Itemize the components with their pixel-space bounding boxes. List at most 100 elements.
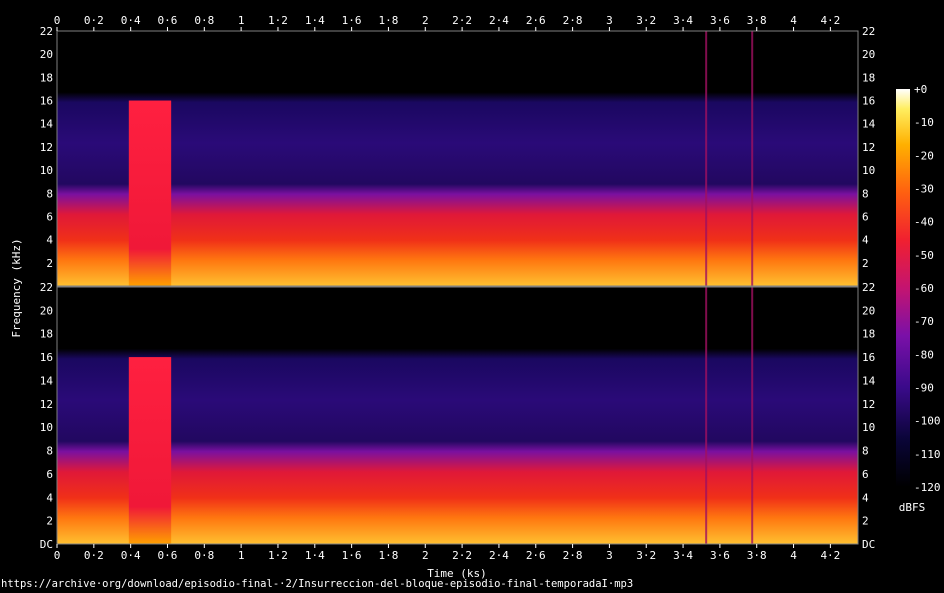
x-tick-label-bottom: 0·4 xyxy=(121,549,141,562)
colorbar-tick-label: +0 xyxy=(914,83,927,96)
x-tick-label-bottom: 3·4 xyxy=(673,549,693,562)
source-url: https://archive·org/download/episodio-fi… xyxy=(1,578,634,590)
y-tick-label-right: 10 xyxy=(862,164,875,177)
y-tick-label-left: 4 xyxy=(46,491,53,504)
colorbar-tick-label: -100 xyxy=(914,415,941,428)
x-tick-label-bottom: 3·6 xyxy=(710,549,730,562)
y-tick-label-left: 18 xyxy=(40,328,53,341)
x-tick-label-top: 2·8 xyxy=(563,14,583,27)
x-tick-label-top: 1 xyxy=(238,14,245,27)
x-tick-label-top: 2·4 xyxy=(489,14,509,27)
y-tick-label-left: DC xyxy=(40,538,53,551)
y-tick-label-left: 8 xyxy=(46,187,53,200)
x-tick-label-bottom: 1·8 xyxy=(379,549,399,562)
colorbar-label: dBFS xyxy=(899,501,926,514)
y-tick-label-right: 14 xyxy=(862,118,876,131)
x-tick-label-bottom: 2·6 xyxy=(526,549,546,562)
y-tick-label-right: 8 xyxy=(862,187,869,200)
y-tick-label-left: 22 xyxy=(40,25,53,38)
spike-1 xyxy=(705,31,708,286)
x-tick-label-top: 1·2 xyxy=(268,14,288,27)
spike-2 xyxy=(751,31,754,286)
y-tick-label-right: 20 xyxy=(862,48,875,61)
spectrum-field xyxy=(57,31,858,286)
y-tick-label-right: 6 xyxy=(862,468,869,481)
y-tick-label-right: 12 xyxy=(862,141,875,154)
full-band-segment xyxy=(128,100,172,286)
spike-2 xyxy=(751,287,754,544)
y-tick-label-right: 8 xyxy=(862,445,869,458)
colorbar-tick-label: -30 xyxy=(914,183,934,196)
x-tick-label-bottom: 1·6 xyxy=(342,549,362,562)
y-tick-label-right: 16 xyxy=(862,95,875,108)
spectrum-field xyxy=(57,287,858,544)
colorbar-tick-label: -10 xyxy=(914,116,934,129)
y-tick-label-right: 18 xyxy=(862,328,875,341)
x-tick-label-bottom: 0 xyxy=(54,549,61,562)
x-tick-label-bottom: 3 xyxy=(606,549,613,562)
y-axis-label: Frequency (kHz) xyxy=(10,238,23,337)
x-tick-label-top: 0·6 xyxy=(158,14,178,27)
y-tick-label-left: 20 xyxy=(40,48,53,61)
y-tick-label-left: 16 xyxy=(40,351,53,364)
y-tick-label-left: 12 xyxy=(40,398,53,411)
colorbar-tick-label: -70 xyxy=(914,315,934,328)
x-tick-label-bottom: 2 xyxy=(422,549,429,562)
spike-1 xyxy=(705,287,708,544)
x-tick-label-top: 0 xyxy=(54,14,61,27)
colorbar-tick-label: -60 xyxy=(914,282,934,295)
x-tick-label-top: 2 xyxy=(422,14,429,27)
x-ticks-top: 0 0·2 0·4 0·6 0·8 1 1·2 1·4 1·6 1·8 2 2·2 2·4 2·6 2·8 3… xyxy=(54,14,840,31)
y-tick-label-right: 14 xyxy=(862,374,876,387)
x-tick-label-top: 1·8 xyxy=(379,14,399,27)
colorbar-gradient xyxy=(896,89,910,487)
y-tick-label-left: 16 xyxy=(40,95,53,108)
y-tick-label-left: 6 xyxy=(46,210,53,223)
y-tick-label-right: 10 xyxy=(862,421,875,434)
y-tick-label-right: 16 xyxy=(862,351,875,364)
y-tick-label-left: 2 xyxy=(46,515,53,528)
y-tick-label-right: 4 xyxy=(862,491,869,504)
y-tick-label-left: 10 xyxy=(40,421,53,434)
x-tick-label-bottom: 1 xyxy=(238,549,245,562)
x-tick-label-top: 0·8 xyxy=(194,14,214,27)
y-tick-label-left: 18 xyxy=(40,71,53,84)
colorbar-tick-label: -80 xyxy=(914,348,934,361)
y-tick-label-right: 20 xyxy=(862,304,875,317)
x-tick-label-bottom: 2·8 xyxy=(563,549,583,562)
channel-1-spectrogram xyxy=(56,30,859,287)
y-tick-label-left: 14 xyxy=(40,118,54,131)
x-tick-label-bottom: 0·2 xyxy=(84,549,104,562)
x-tick-label-top: 3·4 xyxy=(673,14,693,27)
x-tick-label-bottom: 1·4 xyxy=(305,549,325,562)
x-tick-label-bottom: 0·8 xyxy=(194,549,214,562)
y-tick-label-left: 14 xyxy=(40,374,54,387)
y-tick-label-left: 2 xyxy=(46,257,53,270)
y-tick-label-right: 12 xyxy=(862,398,875,411)
x-tick-label-bottom: 0·6 xyxy=(158,549,178,562)
colorbar-tick-label: -20 xyxy=(914,149,934,162)
x-tick-label-top: 2·2 xyxy=(452,14,472,27)
colorbar-tick-label: -50 xyxy=(914,249,934,262)
y-tick-label-right: DC xyxy=(862,538,875,551)
colorbar-tick-label: -90 xyxy=(914,382,934,395)
x-tick-label-bottom: 4 xyxy=(790,549,797,562)
y-tick-label-left: 6 xyxy=(46,468,53,481)
y-tick-label-right: 4 xyxy=(862,234,869,247)
y-tick-label-right: 6 xyxy=(862,210,869,223)
x-tick-label-bottom: 2·4 xyxy=(489,549,509,562)
x-tick-label-bottom: 2·2 xyxy=(452,549,472,562)
y-tick-label-right: 22 xyxy=(862,25,875,38)
x-tick-label-top: 4 xyxy=(790,14,797,27)
x-tick-label-top: 2·6 xyxy=(526,14,546,27)
colorbar: +0 -10 -20 -30 -40 -50 -60 -70 -80 -90 -100 -110 -12… xyxy=(896,83,941,494)
channel-frame xyxy=(56,30,859,287)
x-tick-label-bottom: 3·2 xyxy=(636,549,656,562)
y-tick-label-left: 8 xyxy=(46,445,53,458)
y-tick-label-right: 18 xyxy=(862,71,875,84)
x-tick-label-top: 4·2 xyxy=(820,14,840,27)
x-axis-label: Time (ks) xyxy=(427,567,487,580)
x-tick-label-bottom: 4·2 xyxy=(820,549,840,562)
